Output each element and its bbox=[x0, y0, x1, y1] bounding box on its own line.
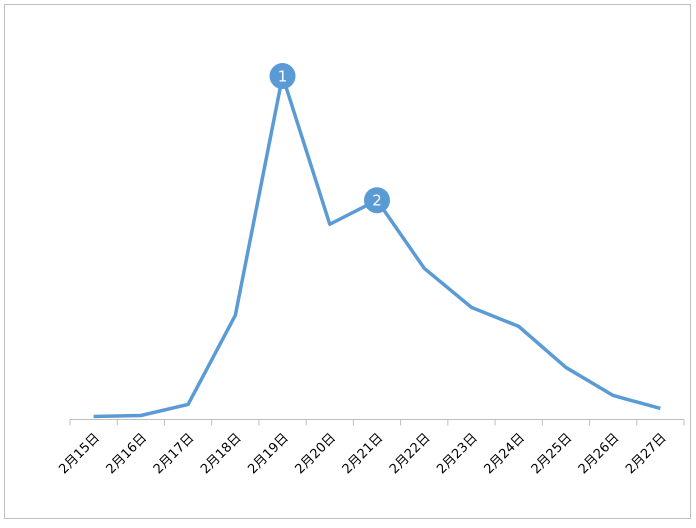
annotation-marker bbox=[364, 187, 390, 214]
annotation-label: 1 bbox=[278, 68, 288, 86]
chart-border bbox=[4, 4, 691, 519]
annotation-marker bbox=[269, 63, 296, 90]
annotation-label: 2 bbox=[372, 192, 382, 210]
